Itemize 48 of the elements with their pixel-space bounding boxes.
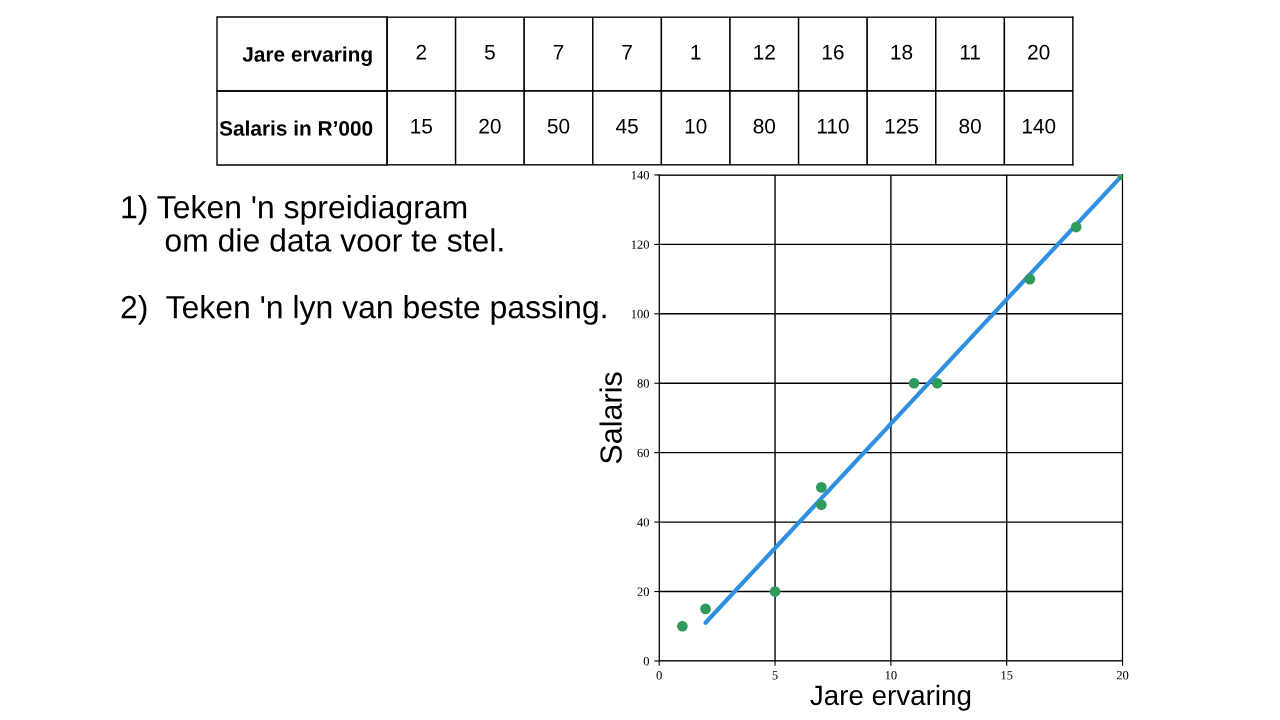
point [1024, 273, 1036, 285]
text: 18 [891, 44, 913, 60]
point [769, 586, 781, 597]
x-tick-label: 0 [656, 671, 662, 680]
text: 11 [960, 45, 980, 60]
point [931, 377, 943, 389]
text: 80 [959, 118, 981, 134]
text: 1) Teken 'n spreidiagram om die data voor te stel. [122, 195, 503, 252]
text: 110 [817, 118, 849, 134]
text: 7 [553, 45, 564, 60]
text: 20 [479, 118, 501, 134]
x-tick-label: 15 [1001, 671, 1013, 680]
x-axis-title: Jare ervaring [810, 684, 971, 711]
text: 140 [1022, 118, 1056, 134]
text: 1 [691, 45, 701, 60]
category-label: Salaris in R’000 [219, 120, 373, 136]
y-tick-label: 0 [643, 656, 649, 666]
text: 16 [822, 44, 844, 60]
y-tick-label: 120 [631, 240, 649, 249]
text: 2 [416, 44, 427, 60]
text: 2) Teken 'n lyn van beste passing. [121, 295, 606, 325]
text: 50 [547, 118, 570, 134]
x-tick-label: 10 [885, 671, 897, 680]
y-tick-label: 40 [637, 518, 649, 527]
text: 5 [484, 45, 495, 60]
y-tick-label: 100 [631, 309, 649, 319]
text: 12 [754, 44, 775, 60]
text: 20 [1028, 44, 1050, 60]
text: 15 [411, 119, 433, 134]
y-tick-label: 140 [631, 170, 649, 180]
point [1070, 221, 1082, 233]
text: 80 [753, 118, 776, 134]
y-tick-label: 60 [637, 448, 649, 458]
x-tick-label: 20 [1116, 671, 1129, 680]
text: 7 [622, 45, 632, 60]
text: 45 [615, 119, 638, 134]
point [677, 620, 688, 632]
category-label: Jare ervaring [242, 46, 372, 66]
point [816, 499, 827, 511]
point [908, 377, 920, 389]
text: 125 [885, 118, 919, 134]
y-axis-title: Salaris [599, 372, 622, 464]
text: 10 [685, 118, 707, 134]
x-tick-label: 5 [772, 671, 778, 680]
point [700, 603, 711, 615]
y-tick-label: 80 [637, 379, 649, 388]
y-tick-label: 20 [637, 587, 649, 596]
point [816, 482, 827, 493]
